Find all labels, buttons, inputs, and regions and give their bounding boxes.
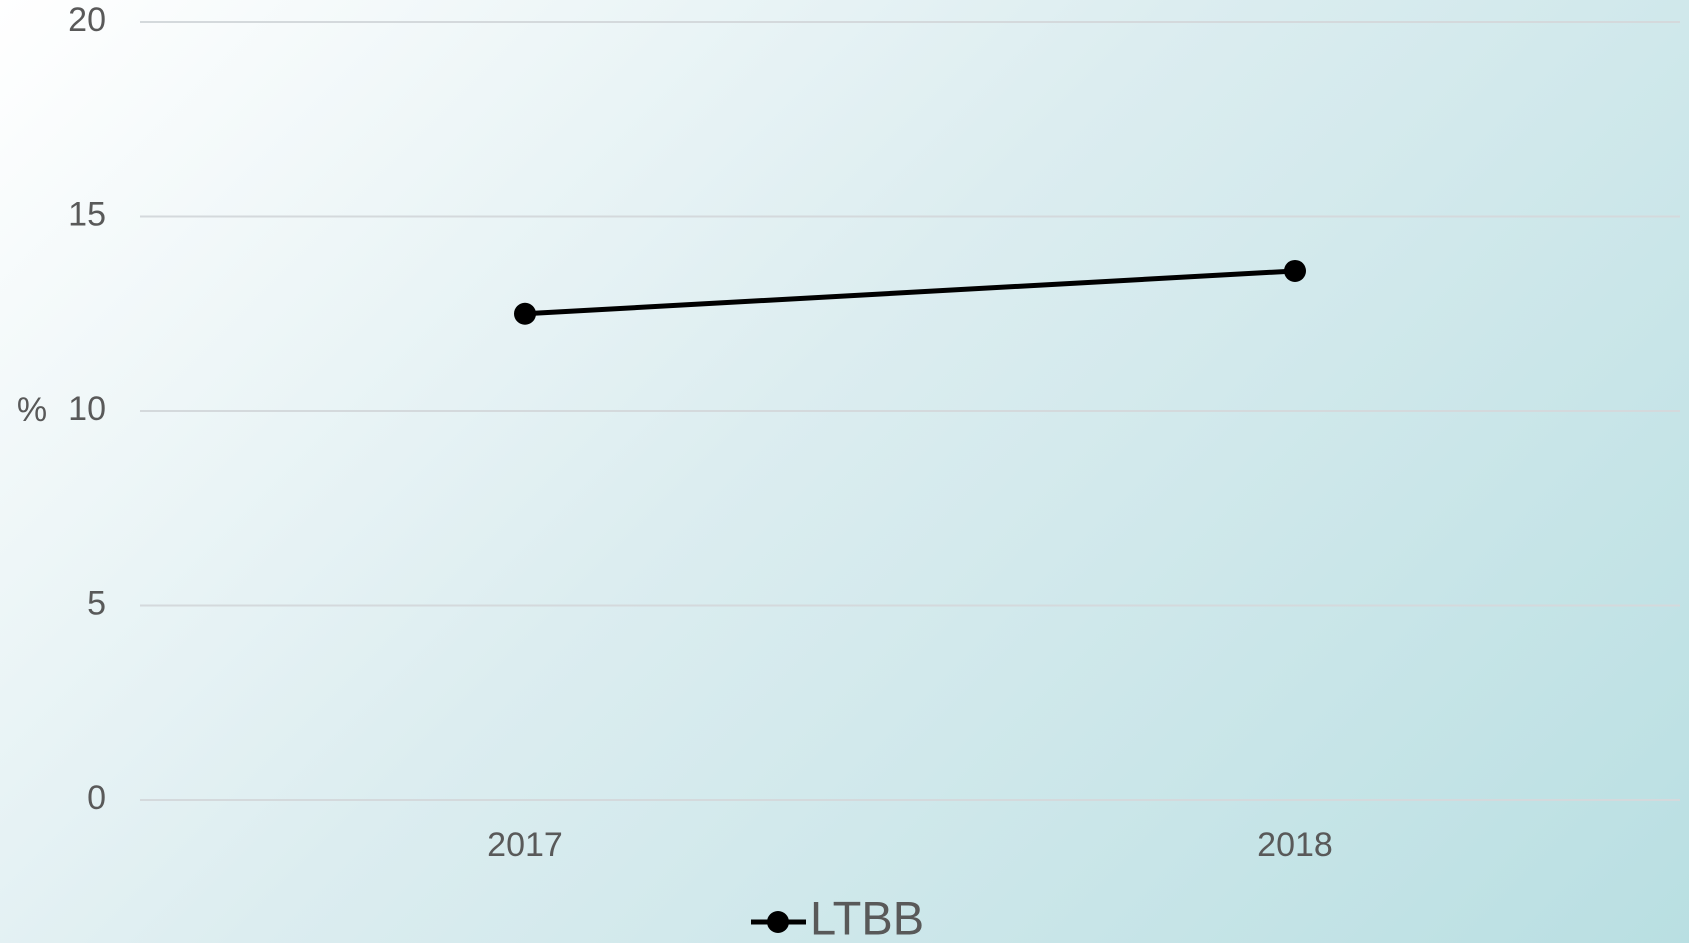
series-line bbox=[524, 268, 1296, 317]
y-tick-label: 0 bbox=[87, 779, 106, 817]
y-axis-label: % bbox=[17, 391, 47, 429]
x-tick-label: 2018 bbox=[1257, 826, 1333, 864]
y-tick-label: 5 bbox=[87, 584, 106, 622]
x-tick-label: 2017 bbox=[487, 826, 563, 864]
legend-marker bbox=[767, 911, 789, 933]
data-point bbox=[1284, 259, 1306, 282]
y-tick-label: 10 bbox=[68, 390, 106, 428]
y-tick-label: 20 bbox=[68, 1, 106, 39]
legend-label: LTBB bbox=[810, 891, 924, 943]
data-point bbox=[514, 302, 536, 325]
y-tick-label: 15 bbox=[68, 195, 106, 233]
